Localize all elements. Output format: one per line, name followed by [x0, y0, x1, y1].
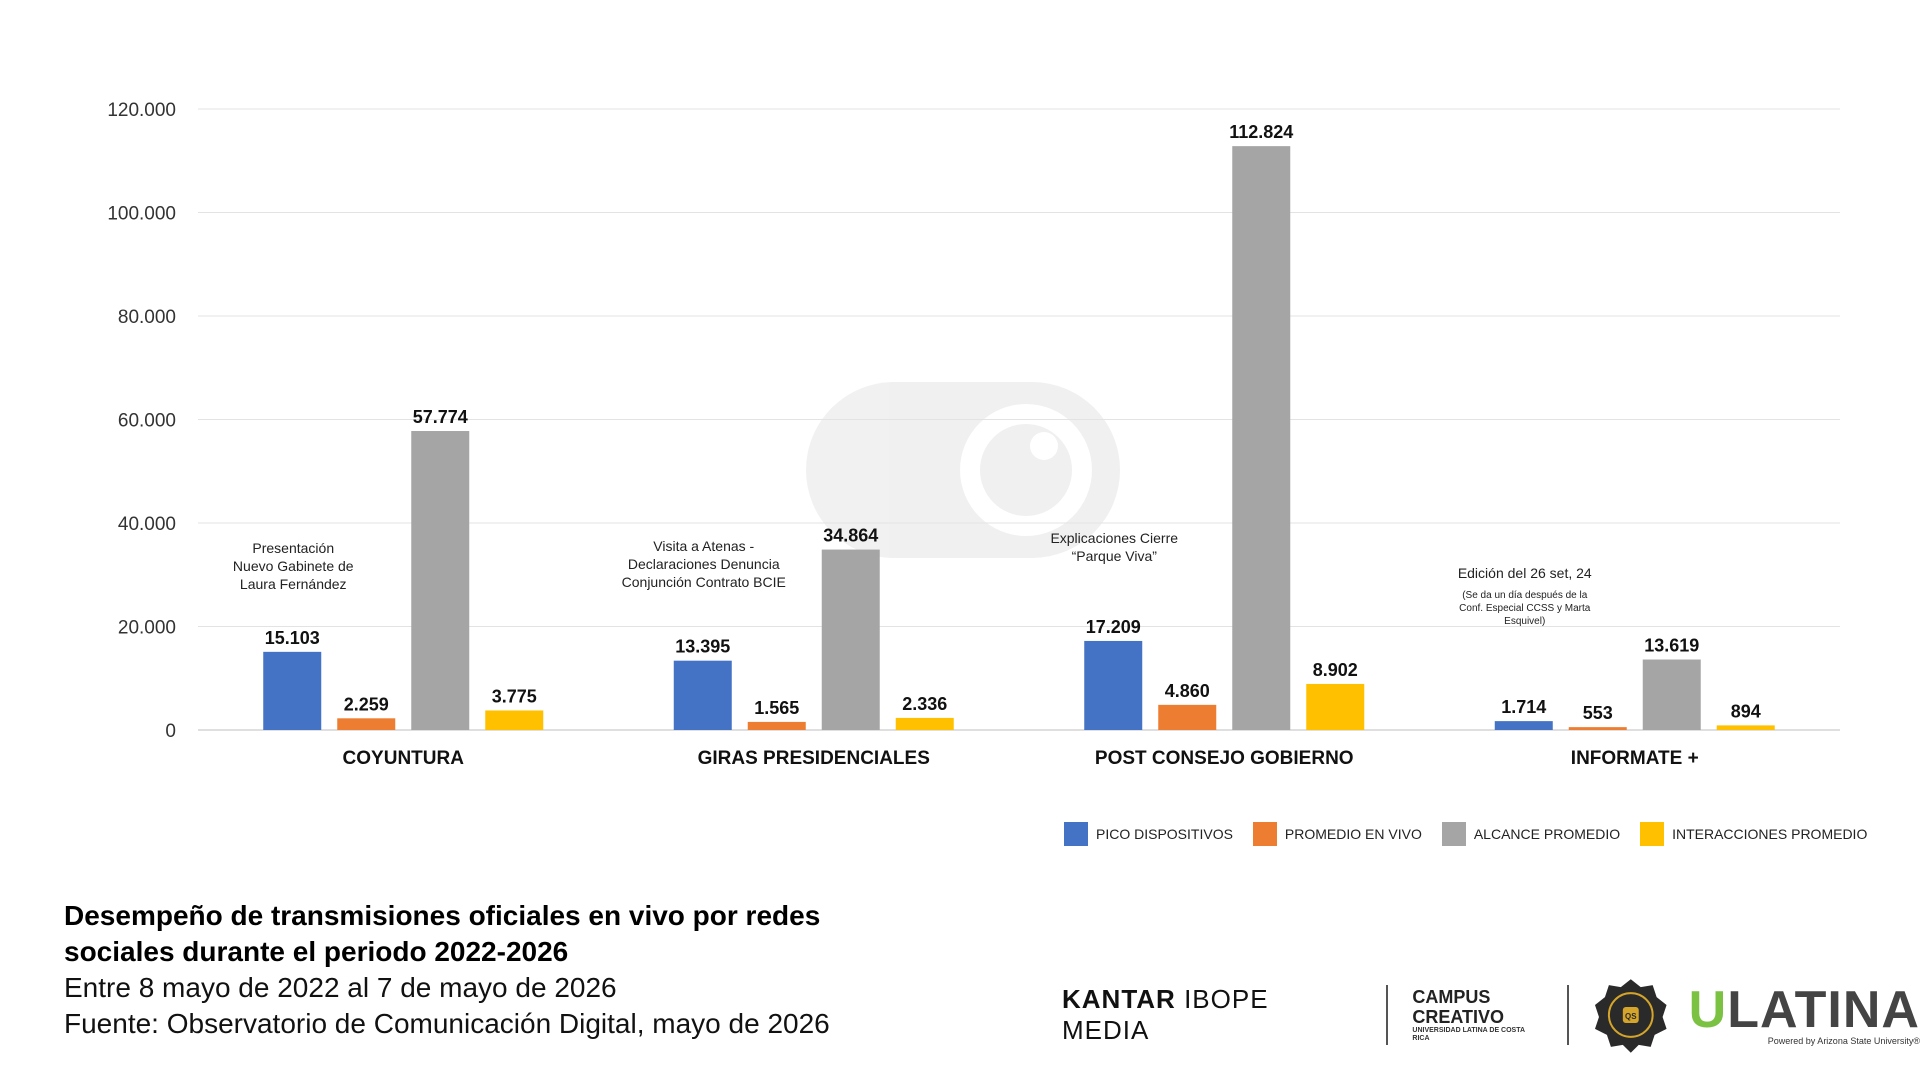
- ibope-media-logo-text: IBOPE MEDIA: [1062, 984, 1269, 1045]
- legend-label: PICO DISPOSITIVOS: [1096, 826, 1233, 842]
- caption-period: Entre 8 mayo de 2022 al 7 de mayo de 202…: [64, 972, 617, 1003]
- annotation-line: Nuevo Gabinete de: [233, 558, 354, 574]
- legend-item: PICO DISPOSITIVOS: [1064, 822, 1233, 846]
- ulatina-logo: ULATINA Powered by Arizona State Univers…: [1689, 984, 1920, 1046]
- annotation-line: Declaraciones Denuncia: [628, 556, 780, 572]
- annotation-line: Explicaciones Cierre: [1050, 530, 1178, 546]
- sponsor-logos: KANTAR IBOPE MEDIA CAMPUS CREATIVO UNIVE…: [1062, 975, 1920, 1055]
- bar-value-label: 13.395: [675, 637, 730, 657]
- chart-gridlines: [198, 108, 1840, 731]
- qs-rating-badge-icon: QS: [1595, 979, 1667, 1053]
- bar: [1158, 704, 1217, 730]
- bar: [673, 660, 732, 730]
- legend-label: ALCANCE PROMEDIO: [1473, 826, 1621, 842]
- legend-item: INTERACCIONES PROMEDIO: [1640, 822, 1867, 846]
- y-tick-label: 80.000: [118, 307, 176, 328]
- y-tick-label: 120.000: [107, 100, 176, 121]
- campus-logo-line-2: CREATIVO: [1412, 1007, 1505, 1027]
- bar: [895, 717, 954, 730]
- kantar-ibope-logo: KANTAR IBOPE MEDIA: [1062, 984, 1362, 1046]
- legend-label: PROMEDIO EN VIVO: [1284, 826, 1422, 842]
- legend-swatch: [1064, 822, 1088, 846]
- bar-value-label: 17.209: [1086, 617, 1141, 637]
- legend-item: ALCANCE PROMEDIO: [1441, 822, 1621, 846]
- caption-title-line-1: Desempeño de transmisiones oficiales en …: [64, 900, 821, 931]
- observatorio-watermark: [806, 382, 1120, 558]
- bar: [747, 721, 806, 730]
- bar-value-label: 112.824: [1229, 122, 1293, 142]
- y-tick-label: 0: [165, 721, 176, 742]
- category-label: COYUNTURA: [343, 748, 465, 769]
- ulatina-logo-text: LATINA: [1727, 981, 1920, 1039]
- badge-text: QS: [1625, 1012, 1636, 1021]
- bar: [821, 549, 880, 730]
- bar-value-label: 8.902: [1313, 660, 1358, 680]
- bar-value-labels: 15.103 2.259 57.774 3.775 13.395 1.565 34.864 2…: [265, 122, 1761, 723]
- bar: [411, 431, 470, 730]
- annotation-line: Edición del 26 set, 24: [1458, 565, 1592, 581]
- bar-value-label: 553: [1583, 703, 1613, 723]
- bar: [1084, 640, 1143, 730]
- bar: [1716, 725, 1775, 730]
- caption-source: Fuente: Observatorio de Comunicación Dig…: [64, 1008, 830, 1039]
- bar-value-label: 1.565: [754, 698, 799, 718]
- bar-chart: 020.00040.00060.00080.000100.000120.000 …: [107, 100, 1840, 769]
- caption-title-line-2: sociales durante el periodo 2022-2026: [64, 936, 569, 967]
- y-tick-label: 60.000: [118, 411, 176, 432]
- kantar-logo-text: KANTAR: [1062, 984, 1176, 1014]
- bar: [1306, 683, 1365, 730]
- annotation-small-line: (Se da un día después de la: [1462, 590, 1588, 601]
- logo-divider: [1567, 985, 1570, 1045]
- legend-swatch: [1252, 822, 1277, 846]
- bar: [1232, 146, 1291, 730]
- bar-value-label: 57.774: [413, 407, 468, 427]
- annotation-line: Laura Fernández: [240, 576, 347, 592]
- chart-legend: PICO DISPOSITIVOS PROMEDIO EN VIVO ALCANCE…: [1064, 822, 1873, 846]
- bar-value-label: 2.259: [344, 694, 389, 714]
- ulatina-u-letter: U: [1688, 981, 1728, 1039]
- legend-label: INTERACCIONES PROMEDIO: [1672, 826, 1868, 842]
- bar: [1568, 727, 1627, 730]
- bar: [485, 710, 544, 730]
- chart-caption: Desempeño de transmisiones oficiales en …: [64, 898, 944, 1042]
- bar: [337, 718, 396, 730]
- bar-value-label: 1.714: [1501, 697, 1546, 717]
- category-label: GIRAS PRESIDENCIALES: [698, 748, 930, 769]
- campus-logo-line-3: UNIVERSIDAD LATINA DE COSTA RICA: [1412, 1027, 1525, 1042]
- y-tick-label: 40.000: [118, 514, 176, 535]
- campus-creativo-logo: CAMPUS CREATIVO UNIVERSIDAD LATINA DE CO…: [1412, 987, 1543, 1043]
- y-tick-label: 20.000: [118, 618, 176, 639]
- annotation-line: Presentación: [252, 540, 334, 556]
- annotation-line: Conjunción Contrato BCIE: [622, 574, 786, 590]
- ulatina-powered-by: Powered by Arizona State University®: [1767, 1036, 1920, 1046]
- y-axis-ticks: 0 20.000 40.000 60.000 80.000 100.000 120.000: [107, 100, 176, 742]
- bar-value-label: 4.860: [1165, 681, 1210, 701]
- campus-logo-line-1: CAMPUS: [1412, 987, 1491, 1007]
- bar-value-label: 34.864: [823, 526, 878, 546]
- legend-item: PROMEDIO EN VIVO: [1252, 822, 1422, 846]
- bar: [1494, 721, 1553, 730]
- logo-divider: [1386, 985, 1389, 1045]
- category-label: INFORMATE +: [1571, 748, 1699, 769]
- chart-bars: [263, 146, 1775, 730]
- bar-value-label: 894: [1731, 701, 1761, 721]
- annotation-small-line: Esquivel): [1504, 616, 1545, 627]
- legend-swatch: [1441, 822, 1466, 846]
- bar: [1642, 659, 1701, 730]
- bar: [263, 651, 322, 730]
- y-tick-label: 100.000: [107, 204, 176, 225]
- category-label: POST CONSEJO GOBIERNO: [1095, 748, 1354, 769]
- annotation-line: Visita a Atenas -: [653, 538, 754, 554]
- bar-value-label: 2.336: [902, 694, 947, 714]
- bar-value-label: 15.103: [265, 628, 320, 648]
- chart-annotations: Presentación Nuevo Gabinete de Laura Ferná…: [233, 530, 1592, 627]
- x-axis-categories: COYUNTURA GIRAS PRESIDENCIALES POST CONSEJ…: [343, 748, 1699, 769]
- bar-value-label: 3.775: [492, 686, 537, 706]
- annotation-line: “Parque Viva”: [1072, 548, 1158, 564]
- annotation-small-line: Conf. Especial CCSS y Marta: [1459, 603, 1591, 614]
- legend-swatch: [1640, 822, 1665, 846]
- bar-value-label: 13.619: [1644, 636, 1699, 656]
